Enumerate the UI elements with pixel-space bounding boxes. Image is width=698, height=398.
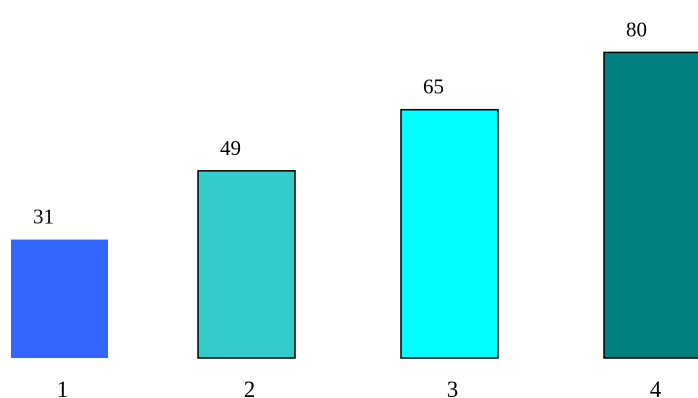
bar-4: [603, 51, 698, 359]
bar-1: [11, 239, 108, 358]
data-label-3: 65: [423, 75, 444, 99]
x-tick-labels-group: 1 2 3 4: [57, 377, 662, 398]
data-label-4: 80: [626, 17, 647, 41]
x-tick-label-1: 1: [57, 377, 69, 398]
x-tick-label-3: 3: [447, 377, 459, 398]
x-tick-label-4: 4: [650, 377, 662, 398]
x-tick-label-2: 2: [244, 377, 256, 398]
data-label-2: 49: [220, 136, 241, 160]
bar-3: [400, 108, 499, 359]
bar-2: [197, 170, 296, 359]
bars-group: [11, 51, 698, 359]
data-label-1: 31: [33, 205, 54, 229]
data-labels-group: 31 49 65 80: [33, 17, 647, 228]
